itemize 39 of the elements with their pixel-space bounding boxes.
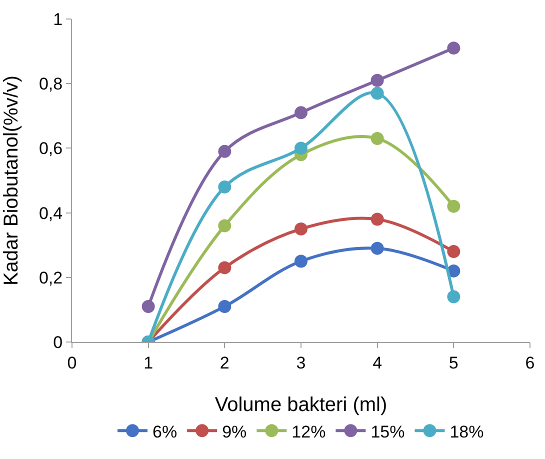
- x-tick-label: 3: [296, 353, 306, 372]
- y-axis-title: Kadar Biobutanol(%v/v): [0, 75, 22, 286]
- point: [294, 106, 308, 120]
- point: [218, 300, 232, 313]
- point: [294, 254, 308, 268]
- x-tick-label: 5: [448, 353, 458, 372]
- x-tick-label: 4: [372, 353, 382, 372]
- legend-label: 12%: [292, 422, 326, 442]
- x-axis-title: Volume bakteri (ml): [214, 394, 388, 416]
- x-tick-label: 0: [67, 353, 77, 372]
- y-tick-label: 0: [53, 332, 63, 352]
- point: [218, 144, 232, 158]
- y-tick-label: 0,6: [38, 139, 63, 158]
- legend-label: 15%: [370, 422, 405, 442]
- point: [370, 74, 384, 87]
- y-tick-label: 1: [53, 10, 63, 29]
- point: [370, 86, 384, 100]
- x-tick-label: 2: [220, 353, 230, 372]
- point: [370, 132, 384, 146]
- point: [447, 245, 460, 258]
- y-tick-label: 0,2: [38, 268, 63, 288]
- point: [218, 261, 232, 274]
- point: [218, 219, 232, 232]
- point: [447, 290, 460, 304]
- y-tick-label: 0,8: [38, 74, 63, 94]
- point: [218, 180, 232, 194]
- point: [294, 222, 308, 236]
- point: [447, 200, 460, 213]
- point: [370, 242, 384, 255]
- point: [447, 42, 460, 55]
- legend-label: 6%: [152, 422, 178, 442]
- point: [370, 212, 384, 226]
- legend-label: 9%: [222, 422, 247, 442]
- x-tick-label: 1: [144, 353, 154, 372]
- point: [294, 142, 308, 155]
- legend-label: 18%: [450, 422, 484, 442]
- y-tick-label: 0,4: [38, 204, 63, 223]
- point: [142, 300, 155, 313]
- x-tick-label: 6: [525, 353, 535, 372]
